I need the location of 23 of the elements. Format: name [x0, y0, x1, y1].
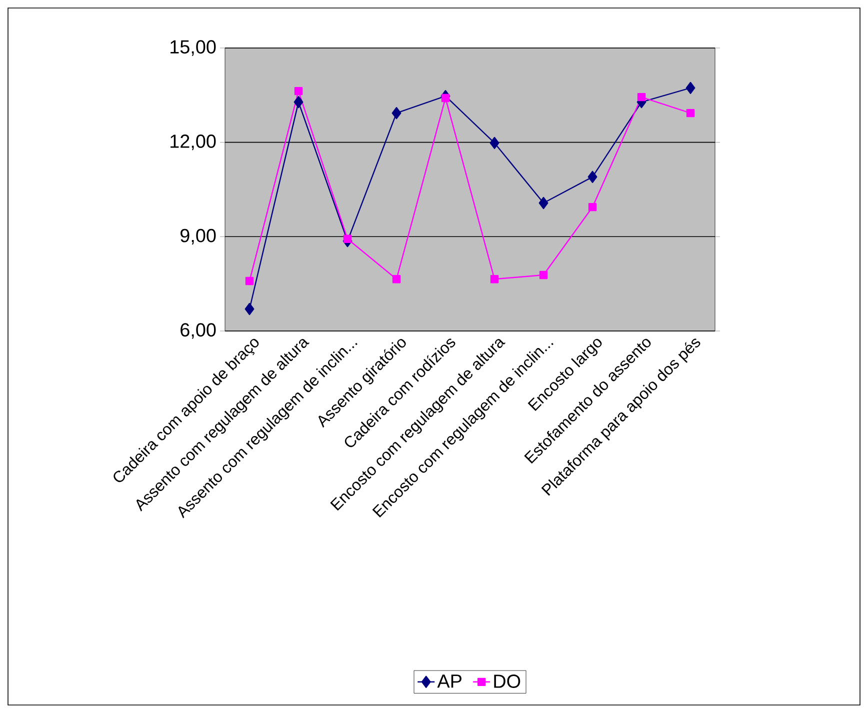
point [490, 275, 499, 284]
point [588, 203, 597, 212]
point [637, 92, 646, 102]
point [490, 136, 500, 150]
point [441, 94, 450, 102]
point [686, 82, 696, 94]
point [392, 275, 401, 284]
y-tick-label: 15,00 [170, 40, 216, 56]
point [244, 302, 254, 316]
point [539, 270, 548, 280]
point [294, 86, 303, 96]
point [686, 108, 695, 118]
point [392, 107, 402, 120]
y-tick-label: 12,00 [170, 134, 216, 150]
point [294, 96, 304, 108]
point [588, 170, 598, 183]
point [245, 276, 254, 286]
point [343, 234, 352, 243]
point [538, 196, 548, 210]
legend-label: AP [437, 674, 462, 688]
y-tick-label: 6,00 [180, 323, 216, 339]
legend-label: DO [494, 674, 520, 688]
y-tick-label: 9,00 [180, 228, 216, 244]
